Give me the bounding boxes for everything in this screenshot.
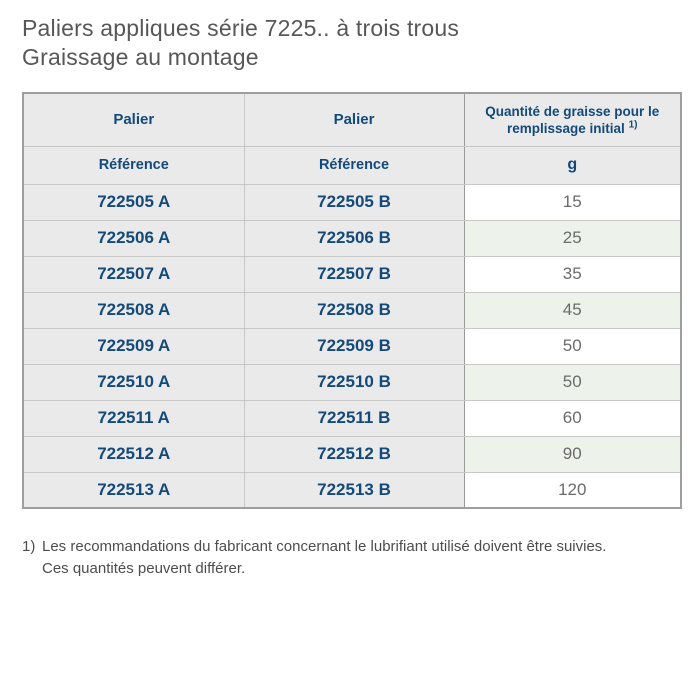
grams-value-cell: 15 [463, 183, 682, 221]
grams-value-cell: 50 [463, 327, 682, 365]
reference-a-cell: 722505 A [22, 183, 245, 221]
reference-b-cell: 722513 B [243, 471, 465, 509]
reference-a-cell: 722511 A [22, 399, 245, 437]
table-row: 722510 A 722510 B 50 [22, 363, 682, 401]
table-subheader-row: Référence Référence g [22, 145, 682, 185]
subheader-reference-a: Référence [22, 145, 245, 185]
table-row: 722508 A 722508 B 45 [22, 291, 682, 329]
reference-b-cell: 722511 B [243, 399, 465, 437]
reference-a-cell: 722506 A [22, 219, 245, 257]
reference-b-cell: 722505 B [243, 183, 465, 221]
reference-a-cell: 722512 A [22, 435, 245, 473]
header-quantity-text: Quantité de graisse pour le remplissage … [485, 103, 660, 136]
page-title: Paliers appliques série 7225.. à trois t… [22, 14, 680, 72]
grams-value-cell: 25 [463, 219, 682, 257]
footnote-text: Les recommandations du fabricant concern… [42, 536, 680, 580]
subheader-grams-unit: g [463, 145, 682, 185]
grams-value-cell: 60 [463, 399, 682, 437]
table-row: 722507 A 722507 B 35 [22, 255, 682, 293]
table-row: 722509 A 722509 B 50 [22, 327, 682, 365]
reference-b-cell: 722506 B [243, 219, 465, 257]
reference-a-cell: 722510 A [22, 363, 245, 401]
page-title-line2: Graissage au montage [22, 44, 259, 70]
grease-quantity-table: Palier Palier Quantité de graisse pour l… [22, 92, 682, 509]
reference-a-cell: 722508 A [22, 291, 245, 329]
reference-b-cell: 722509 B [243, 327, 465, 365]
reference-a-cell: 722507 A [22, 255, 245, 293]
reference-a-cell: 722509 A [22, 327, 245, 365]
header-quantity: Quantité de graisse pour le remplissage … [463, 92, 682, 147]
grams-value-cell: 50 [463, 363, 682, 401]
reference-b-cell: 722507 B [243, 255, 465, 293]
footnote: 1) Les recommandations du fabricant conc… [22, 536, 680, 580]
header-palier-b: Palier [243, 92, 465, 147]
table-row: 722505 A 722505 B 15 [22, 183, 682, 221]
footnote-line1: Les recommandations du fabricant concern… [42, 538, 607, 555]
table-row: 722513 A 722513 B 120 [22, 471, 682, 509]
table-row: 722511 A 722511 B 60 [22, 399, 682, 437]
reference-b-cell: 722512 B [243, 435, 465, 473]
header-palier-a: Palier [22, 92, 245, 147]
reference-a-cell: 722513 A [22, 471, 245, 509]
footnote-line2: Ces quantités peuvent différer. [42, 560, 246, 577]
table-row: 722506 A 722506 B 25 [22, 219, 682, 257]
subheader-reference-b: Référence [243, 145, 465, 185]
grams-value-cell: 90 [463, 435, 682, 473]
reference-b-cell: 722510 B [243, 363, 465, 401]
grams-value-cell: 45 [463, 291, 682, 329]
table-row: 722512 A 722512 B 90 [22, 435, 682, 473]
footnote-marker: 1) [22, 538, 36, 555]
grams-value-cell: 120 [463, 471, 682, 509]
footnote-ref-superscript: 1) [628, 119, 638, 131]
reference-b-cell: 722508 B [243, 291, 465, 329]
table-header-row: Palier Palier Quantité de graisse pour l… [22, 92, 682, 147]
grams-value-cell: 35 [463, 255, 682, 293]
page-title-line1: Paliers appliques série 7225.. à trois t… [22, 15, 460, 41]
